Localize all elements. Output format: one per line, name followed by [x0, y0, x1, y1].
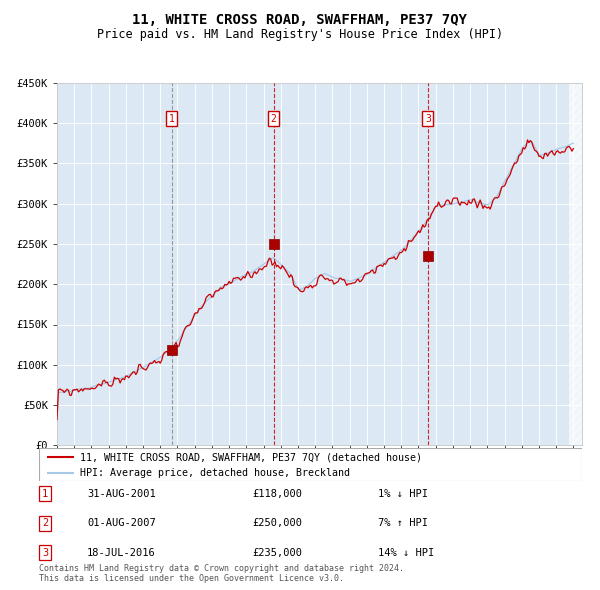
Text: 7% ↑ HPI: 7% ↑ HPI	[378, 519, 428, 528]
Text: £118,000: £118,000	[252, 489, 302, 499]
Text: £250,000: £250,000	[252, 519, 302, 528]
Text: 2: 2	[42, 519, 48, 528]
Text: Price paid vs. HM Land Registry's House Price Index (HPI): Price paid vs. HM Land Registry's House …	[97, 28, 503, 41]
Text: 11, WHITE CROSS ROAD, SWAFFHAM, PE37 7QY (detached house): 11, WHITE CROSS ROAD, SWAFFHAM, PE37 7QY…	[80, 453, 422, 463]
Text: 01-AUG-2007: 01-AUG-2007	[87, 519, 156, 528]
Text: HPI: Average price, detached house, Breckland: HPI: Average price, detached house, Brec…	[80, 468, 350, 478]
Text: 31-AUG-2001: 31-AUG-2001	[87, 489, 156, 499]
Text: 1: 1	[42, 489, 48, 499]
Text: 11, WHITE CROSS ROAD, SWAFFHAM, PE37 7QY: 11, WHITE CROSS ROAD, SWAFFHAM, PE37 7QY	[133, 13, 467, 27]
Text: 3: 3	[425, 114, 431, 124]
Text: 3: 3	[42, 548, 48, 558]
FancyBboxPatch shape	[39, 448, 582, 481]
Text: £235,000: £235,000	[252, 548, 302, 558]
Text: 1: 1	[169, 114, 175, 124]
Text: 2: 2	[271, 114, 277, 124]
Text: 1% ↓ HPI: 1% ↓ HPI	[378, 489, 428, 499]
Text: Contains HM Land Registry data © Crown copyright and database right 2024.
This d: Contains HM Land Registry data © Crown c…	[39, 563, 404, 583]
Text: 14% ↓ HPI: 14% ↓ HPI	[378, 548, 434, 558]
Text: 18-JUL-2016: 18-JUL-2016	[87, 548, 156, 558]
